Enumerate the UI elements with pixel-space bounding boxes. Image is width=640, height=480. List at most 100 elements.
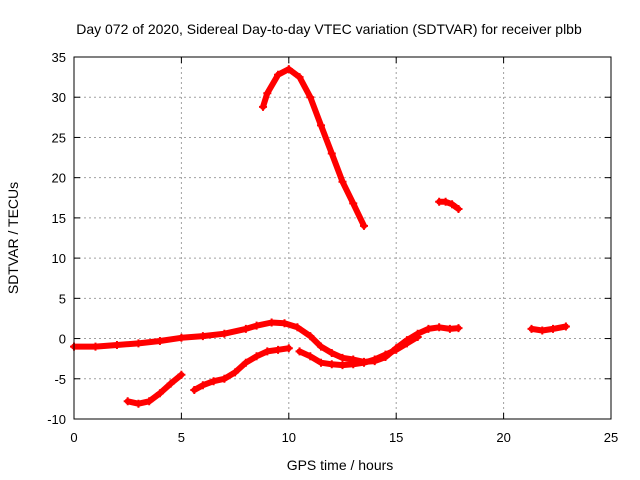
- series-line: [436, 198, 462, 212]
- data-point: [454, 324, 463, 333]
- data-point: [263, 89, 272, 98]
- y-tick-label: -5: [54, 372, 66, 387]
- data-point: [293, 323, 302, 332]
- data-point: [112, 340, 121, 349]
- data-point: [306, 93, 315, 102]
- data-point: [370, 355, 379, 364]
- data-point: [91, 342, 100, 351]
- data-point: [190, 386, 199, 395]
- series-arc-5: [259, 65, 368, 230]
- data-point: [317, 358, 326, 367]
- x-tick-label: 10: [282, 430, 296, 445]
- grid: [74, 57, 611, 419]
- data-point: [284, 65, 293, 74]
- data-point: [231, 368, 240, 377]
- y-tick-label: 20: [52, 171, 66, 186]
- data-point: [209, 377, 218, 386]
- y-tick-label: 25: [52, 130, 66, 145]
- data-point: [295, 347, 304, 356]
- data-point: [267, 318, 276, 327]
- data-point: [317, 342, 326, 351]
- x-tick-label: 0: [70, 430, 77, 445]
- y-tick-label: -10: [47, 412, 66, 427]
- plot-frame: [73, 56, 612, 420]
- x-tick-label: 5: [178, 430, 185, 445]
- data-point: [445, 324, 454, 333]
- data-point: [274, 345, 283, 354]
- data-point: [561, 322, 570, 331]
- data-point: [527, 324, 536, 333]
- data-point: [338, 361, 347, 370]
- data-point: [338, 353, 347, 362]
- data-point: [327, 149, 336, 158]
- data-point: [327, 349, 336, 358]
- data-point: [306, 352, 315, 361]
- series-line: [71, 319, 462, 365]
- x-axis-label: GPS time / hours: [287, 457, 394, 473]
- x-tick-label: 20: [496, 430, 510, 445]
- data-point: [155, 389, 164, 398]
- series-arc-6: [435, 197, 463, 214]
- series-arc-4: [295, 332, 422, 370]
- series-layer: [70, 65, 570, 408]
- tick-labels: 0 5 10 15 20 25 -10 -5 0 5 10 15 20 25 30 35: [47, 50, 618, 445]
- data-point: [295, 73, 304, 82]
- y-tick-label: 5: [59, 291, 66, 306]
- data-point: [306, 332, 315, 341]
- data-point: [134, 339, 143, 348]
- chart-title: Day 072 of 2020, Sidereal Day-to-day VTE…: [76, 21, 582, 37]
- data-point: [252, 352, 261, 361]
- data-point: [349, 360, 358, 369]
- data-point: [252, 321, 261, 330]
- data-point: [274, 70, 283, 79]
- data-point: [134, 399, 143, 408]
- series-line: [260, 66, 367, 229]
- data-point: [241, 324, 250, 333]
- series-arc-3: [190, 344, 293, 395]
- data-point: [349, 199, 358, 208]
- data-point: [327, 360, 336, 369]
- data-point: [177, 370, 186, 379]
- y-tick-label: 35: [52, 50, 66, 65]
- data-point: [280, 319, 289, 328]
- y-axis-label: SDTVAR / TECUs: [5, 182, 21, 294]
- data-point: [177, 333, 186, 342]
- data-point: [359, 221, 368, 230]
- data-point: [424, 324, 433, 333]
- data-point: [402, 339, 411, 348]
- data-point: [413, 332, 422, 341]
- ticks: [73, 56, 612, 420]
- series-arc-7: [527, 322, 570, 335]
- series-arc-2: [123, 370, 186, 408]
- data-point: [381, 350, 390, 359]
- series-line: [528, 323, 569, 334]
- data-point: [259, 102, 268, 111]
- data-point: [359, 358, 368, 367]
- y-tick-label: 10: [52, 251, 66, 266]
- data-point: [284, 344, 293, 353]
- data-point: [166, 379, 175, 388]
- data-point: [263, 347, 272, 356]
- data-point: [441, 197, 450, 206]
- data-point: [123, 397, 132, 406]
- data-point: [454, 205, 463, 214]
- data-point: [145, 397, 154, 406]
- data-point: [241, 358, 250, 367]
- data-point: [198, 332, 207, 341]
- data-point: [435, 323, 444, 332]
- x-tick-label: 25: [604, 430, 618, 445]
- data-point: [538, 326, 547, 335]
- data-point: [338, 177, 347, 186]
- series-line: [191, 345, 292, 393]
- data-point: [317, 121, 326, 130]
- data-point: [549, 324, 558, 333]
- data-point: [155, 336, 164, 345]
- y-tick-label: 15: [52, 211, 66, 226]
- series-line: [296, 333, 421, 369]
- y-tick-label: 30: [52, 90, 66, 105]
- x-tick-label: 15: [389, 430, 403, 445]
- y-tick-label: 0: [59, 332, 66, 347]
- data-point: [220, 374, 229, 383]
- data-point: [198, 381, 207, 390]
- data-point: [448, 200, 457, 209]
